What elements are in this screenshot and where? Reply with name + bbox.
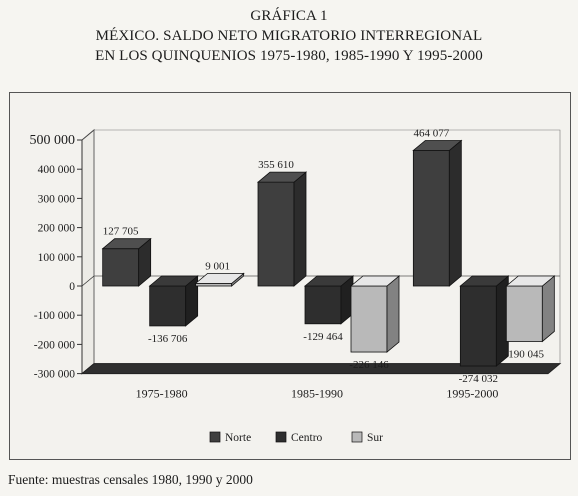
bar-sur-1985-1990 xyxy=(350,285,388,353)
bar-sur-top xyxy=(505,275,556,287)
source-note: Fuente: muestras censales 1980, 1990 y 2… xyxy=(8,472,253,487)
bar-norte-top xyxy=(412,140,463,151)
y-tick-label: -100 000 xyxy=(34,310,75,322)
bar-norte-side xyxy=(293,171,307,287)
title-line-1: GRÁFICA 1 xyxy=(250,8,328,24)
bar-centro-1995-2000 xyxy=(459,285,497,367)
bar-sur-side xyxy=(541,275,555,343)
legend-swatch-sur xyxy=(351,431,363,443)
y-tick-label: 200 000 xyxy=(38,223,76,235)
floor xyxy=(80,363,562,375)
legend-label-norte: Norte xyxy=(225,432,251,444)
data-label: -129 464 xyxy=(303,331,343,343)
y-tick-label: -300 000 xyxy=(34,369,75,381)
data-label: -136 706 xyxy=(148,333,188,345)
legend-label-sur: Sur xyxy=(367,432,383,444)
bar-centro-1975-1980 xyxy=(149,285,187,327)
bar-norte-side xyxy=(448,139,462,287)
y-tick-label: -200 000 xyxy=(34,339,75,351)
side-wall xyxy=(81,128,95,375)
title-line-2: MÉXICO. SALDO NETO MIGRATORIO INTERREGIO… xyxy=(95,28,483,44)
legend-swatch-centro xyxy=(275,431,287,443)
chart-title: GRÁFICA 1 MÉXICO. SALDO NETO MIGRATORIO … xyxy=(0,6,578,66)
bar-sur-top xyxy=(194,272,245,284)
bar-sur-1995-2000 xyxy=(505,285,543,342)
bar-centro-1985-1990 xyxy=(304,285,342,325)
data-label: 9 001 xyxy=(205,260,230,272)
bar-norte-1975-1980 xyxy=(102,248,140,287)
y-tick-label: 0 xyxy=(69,281,75,293)
legend-swatch-norte xyxy=(209,431,221,443)
bar-centro-top xyxy=(303,275,355,287)
x-tick-label: 1985-1990 xyxy=(291,387,343,401)
y-tick-label: 300 000 xyxy=(38,193,76,205)
x-tick-label: 1975-1980 xyxy=(136,387,188,401)
data-label: -226 146 xyxy=(349,359,389,371)
bar-norte-1995-2000 xyxy=(412,150,450,287)
bar-norte-top xyxy=(101,238,152,250)
data-label: 127 705 xyxy=(103,226,139,238)
data-label: -274 032 xyxy=(459,373,498,385)
data-label: 464 077 xyxy=(413,127,449,139)
y-tick-label: 500 000 xyxy=(30,133,76,148)
x-tick-label: 1995-2000 xyxy=(446,387,498,401)
bar-centro-top xyxy=(459,275,510,287)
legend-label-centro: Centro xyxy=(291,432,323,444)
title-line-3: EN LOS QUINQUENIOS 1975-1980, 1985-1990 … xyxy=(95,48,483,64)
bar-sur-side xyxy=(386,275,400,353)
bar-sur-top xyxy=(349,275,401,287)
zero-line-side xyxy=(81,275,95,287)
y-tick-label: 100 000 xyxy=(38,252,76,264)
data-label: -190 045 xyxy=(505,348,545,360)
data-label: 355 610 xyxy=(258,159,294,171)
y-tick-label: 400 000 xyxy=(38,164,76,176)
bar-norte-top xyxy=(256,171,308,183)
bar-norte-1985-1990 xyxy=(257,181,295,287)
bar-centro-top xyxy=(148,275,199,287)
